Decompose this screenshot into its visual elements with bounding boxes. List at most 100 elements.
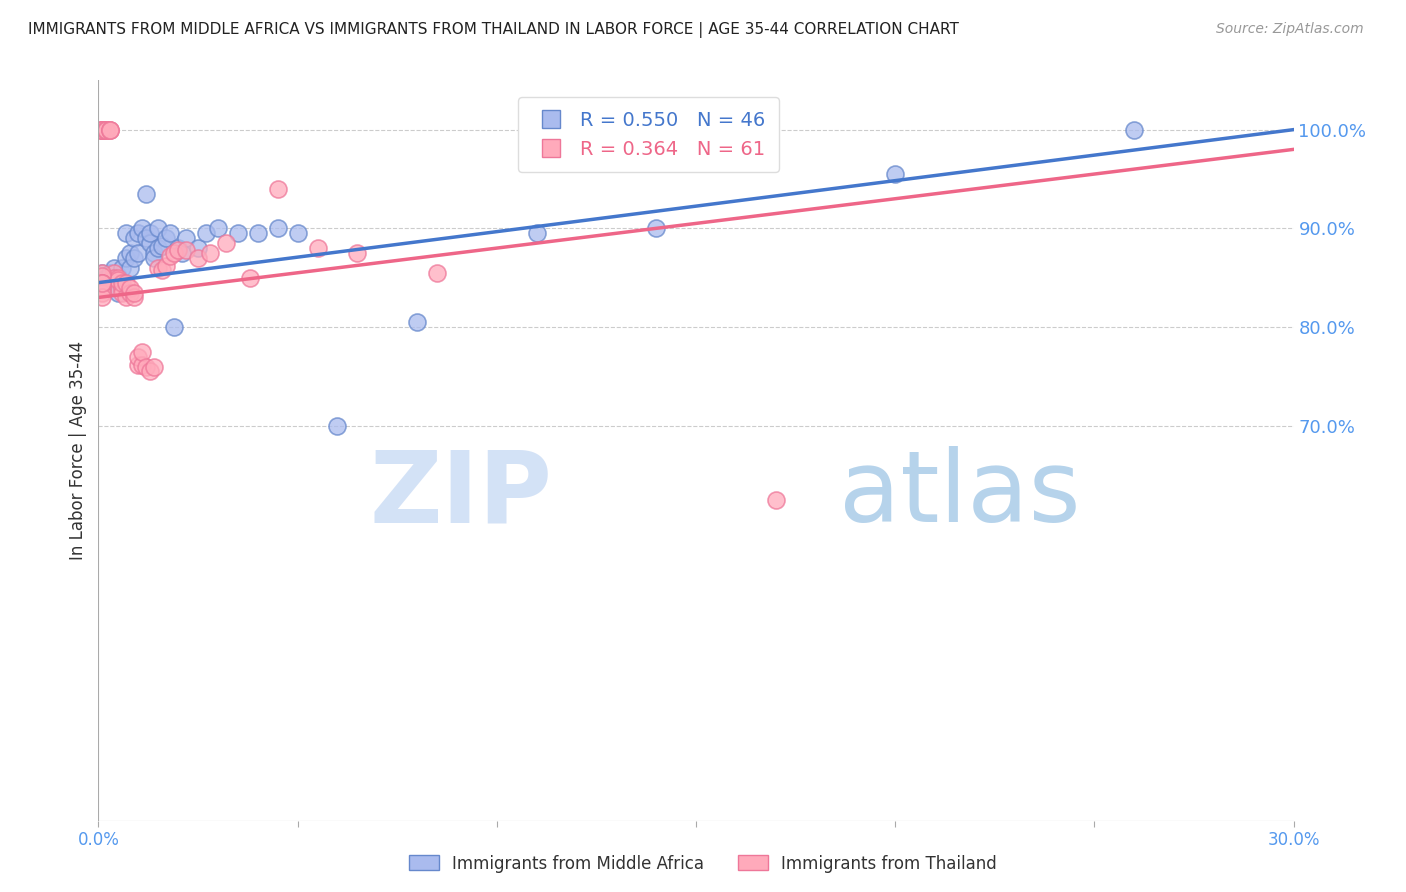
Point	[135, 231, 157, 245]
Point	[139, 236, 162, 251]
Point	[307, 241, 329, 255]
Point	[167, 241, 190, 255]
Point	[91, 122, 114, 136]
Point	[91, 276, 114, 290]
Point	[98, 122, 122, 136]
Point	[127, 358, 149, 372]
Point	[526, 227, 548, 241]
Point	[91, 285, 114, 300]
Point	[239, 270, 262, 285]
Point	[150, 262, 173, 277]
Point	[115, 227, 138, 241]
Point	[91, 122, 114, 136]
Point	[143, 251, 166, 265]
Point	[127, 350, 149, 364]
Point	[163, 246, 186, 260]
Point	[96, 122, 118, 136]
Point	[107, 285, 129, 300]
Point	[111, 280, 134, 294]
Point	[143, 359, 166, 374]
Point	[155, 231, 177, 245]
Point	[172, 246, 194, 260]
Text: IMMIGRANTS FROM MIDDLE AFRICA VS IMMIGRANTS FROM THAILAND IN LABOR FORCE | AGE 3: IMMIGRANTS FROM MIDDLE AFRICA VS IMMIGRA…	[28, 22, 959, 38]
Point	[91, 122, 114, 136]
Text: atlas: atlas	[839, 446, 1081, 543]
Point	[103, 276, 125, 290]
Text: Source: ZipAtlas.com: Source: ZipAtlas.com	[1216, 22, 1364, 37]
Point	[96, 122, 118, 136]
Point	[91, 122, 114, 136]
Point	[111, 285, 134, 300]
Point	[96, 122, 118, 136]
Point	[131, 344, 153, 359]
Point	[124, 251, 146, 265]
Point	[163, 320, 186, 334]
Y-axis label: In Labor Force | Age 35-44: In Labor Force | Age 35-44	[69, 341, 87, 560]
Point	[120, 280, 142, 294]
Point	[174, 231, 197, 245]
Point	[174, 243, 197, 257]
Point	[98, 266, 122, 280]
Point	[96, 270, 118, 285]
Point	[765, 492, 787, 507]
Point	[198, 246, 221, 260]
Point	[103, 270, 125, 285]
Point	[111, 280, 134, 294]
Point	[267, 221, 290, 235]
Point	[195, 227, 218, 241]
Point	[131, 221, 153, 235]
Point	[91, 122, 114, 136]
Point	[115, 290, 138, 304]
Point	[124, 290, 146, 304]
Point	[406, 315, 429, 329]
Point	[135, 186, 157, 201]
Point	[187, 251, 209, 265]
Point	[148, 241, 170, 255]
Point	[148, 221, 170, 235]
Point	[91, 266, 114, 280]
Point	[167, 243, 190, 257]
Point	[103, 260, 125, 275]
Point	[143, 246, 166, 260]
Point	[98, 122, 122, 136]
Point	[91, 122, 114, 136]
Point	[98, 122, 122, 136]
Point	[155, 259, 177, 273]
Point	[91, 122, 114, 136]
Point	[326, 418, 349, 433]
Point	[159, 227, 181, 241]
Point	[287, 227, 309, 241]
Point	[91, 276, 114, 290]
Point	[267, 182, 290, 196]
Point	[91, 276, 114, 290]
Point	[91, 122, 114, 136]
Point	[346, 246, 368, 260]
Point	[124, 231, 146, 245]
Point	[115, 251, 138, 265]
Legend: R = 0.550   N = 46, R = 0.364   N = 61: R = 0.550 N = 46, R = 0.364 N = 61	[517, 97, 779, 172]
Point	[111, 276, 134, 290]
Point	[107, 273, 129, 287]
Point	[91, 268, 114, 283]
Point	[107, 268, 129, 283]
Point	[127, 246, 149, 260]
Point	[107, 280, 129, 294]
Point	[139, 227, 162, 241]
Point	[124, 285, 146, 300]
Point	[215, 236, 238, 251]
Text: ZIP: ZIP	[370, 446, 553, 543]
Point	[91, 266, 114, 280]
Point	[135, 359, 157, 374]
Point	[426, 266, 449, 280]
Point	[103, 266, 125, 280]
Point	[246, 227, 269, 241]
Point	[645, 221, 668, 235]
Point	[884, 167, 907, 181]
Point	[120, 246, 142, 260]
Point	[139, 364, 162, 378]
Point	[159, 249, 181, 263]
Point	[1123, 122, 1146, 136]
Point	[120, 260, 142, 275]
Point	[91, 280, 114, 294]
Point	[120, 285, 142, 300]
